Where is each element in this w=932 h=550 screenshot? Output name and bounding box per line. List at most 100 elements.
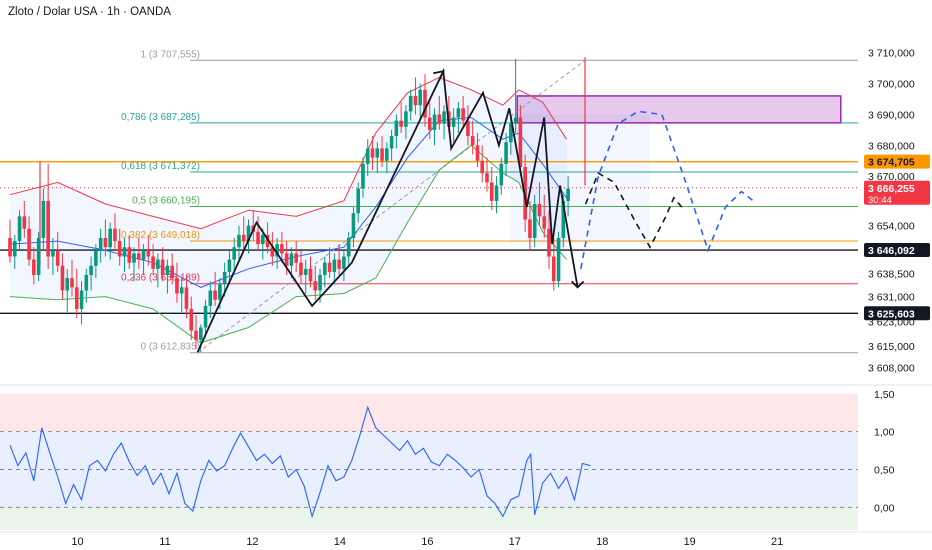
candle-body — [303, 268, 308, 276]
candle-body — [470, 136, 475, 146]
supply-zone-box[interactable] — [516, 95, 842, 124]
candle-body — [17, 216, 22, 242]
bollinger-lower — [9, 144, 567, 344]
candle-body — [385, 148, 389, 161]
candle-body — [94, 250, 98, 266]
candle-body — [542, 216, 547, 229]
candle-body — [189, 308, 194, 331]
candle-body — [232, 247, 236, 260]
time-axis-tick: 19 — [684, 536, 696, 548]
time-axis-tick: 16 — [421, 536, 433, 548]
candle-body — [370, 148, 375, 158]
candle-body — [74, 287, 79, 309]
price-axis-tick: 3 670,000 — [868, 171, 915, 183]
candle-body — [509, 123, 513, 143]
candle-body — [117, 241, 122, 257]
candle-body — [423, 89, 427, 118]
candle-body — [227, 259, 232, 272]
time-axis-tick: 21 — [771, 536, 783, 548]
time-axis-tick: 10 — [71, 536, 83, 548]
candle-body — [418, 89, 423, 106]
rsi-axis-tick: 0,50 — [874, 464, 895, 476]
time-axis-tick: 11 — [159, 536, 170, 548]
price-axis-tick: 3 690,000 — [868, 109, 915, 121]
candle-body — [222, 271, 227, 285]
candle-body — [199, 327, 203, 340]
candle-body — [299, 262, 303, 276]
rsi-overbought-zone — [0, 393, 858, 432]
price-axis-tick: 3 700,000 — [868, 79, 915, 91]
candle-body — [132, 253, 136, 263]
candle-body — [294, 253, 298, 263]
candle-body — [237, 234, 241, 248]
candle-body — [337, 259, 341, 269]
candle-body — [179, 287, 184, 294]
rsi-oversold-zone — [0, 507, 858, 530]
candle-body — [318, 275, 322, 291]
candle-body — [427, 117, 432, 130]
price-tag-label: 3 674,705 — [868, 157, 915, 169]
candle-body — [556, 237, 561, 282]
candle-body — [437, 114, 442, 124]
chart-title: Zloto / Dolar USA · 1h · OANDA — [8, 6, 171, 18]
candle-body — [537, 204, 542, 217]
candle-body — [494, 185, 499, 201]
bollinger-fill — [10, 77, 567, 343]
candle-body — [194, 330, 198, 340]
candle-body — [375, 148, 380, 158]
candle-body — [413, 95, 418, 106]
candle-body — [70, 278, 74, 288]
candle-body — [241, 234, 246, 242]
price-axis-tick: 3 615,000 — [868, 341, 915, 353]
candle-body — [408, 95, 413, 112]
candle-body — [456, 108, 461, 118]
candle-body — [151, 256, 155, 269]
candle-body — [561, 200, 566, 238]
price-axis-tick: 3 638,500 — [868, 268, 915, 280]
fib-level-label: 0,236 (3 635,189) — [121, 273, 200, 284]
candle-body — [356, 188, 361, 214]
candle-body — [432, 114, 437, 130]
candle-body — [84, 275, 89, 291]
candle-body — [60, 265, 65, 291]
candle-body — [485, 173, 489, 183]
candle-body — [280, 244, 284, 254]
candle-body — [203, 305, 208, 328]
fib-level-label: 0,618 (3 671,372) — [121, 161, 200, 172]
candle-body — [547, 228, 551, 257]
rsi-axis-tick: 1,00 — [874, 427, 895, 439]
rsi-axis-tick: 0,00 — [874, 502, 895, 514]
candle-body — [22, 216, 27, 229]
candle-body — [213, 290, 217, 300]
candle-body — [518, 117, 523, 167]
candle-body — [528, 219, 532, 238]
candle-body — [136, 253, 141, 260]
candle-body — [394, 120, 399, 137]
candle-body — [361, 163, 365, 189]
time-axis-tick: 14 — [334, 536, 346, 548]
candle-body — [103, 237, 108, 248]
candle-body — [122, 247, 127, 257]
candle-body — [513, 117, 518, 124]
candle-body — [308, 268, 313, 282]
candle-body — [160, 259, 165, 276]
candle-body — [113, 228, 117, 242]
fib-level-label: 0,382 (3 649,018) — [121, 230, 200, 241]
fib-level-label: 0,5 (3 660,195) — [132, 195, 200, 206]
candle-body — [175, 278, 179, 294]
candle-body — [36, 237, 41, 276]
price-tag — [864, 180, 930, 205]
candle-body — [532, 204, 537, 238]
fib-level-label: 1 (3 707,555) — [141, 49, 201, 60]
fib-level-label: 0 (3 612,835) — [141, 342, 201, 353]
candle-body — [261, 234, 265, 245]
candle-body — [8, 237, 12, 257]
price-axis-tick: 3 680,000 — [868, 140, 915, 152]
candle-body — [551, 256, 556, 282]
candle-body — [165, 265, 170, 276]
candle-body — [51, 250, 55, 257]
candle-body — [346, 237, 351, 257]
candle-body — [208, 290, 213, 306]
candle-body — [466, 120, 470, 137]
